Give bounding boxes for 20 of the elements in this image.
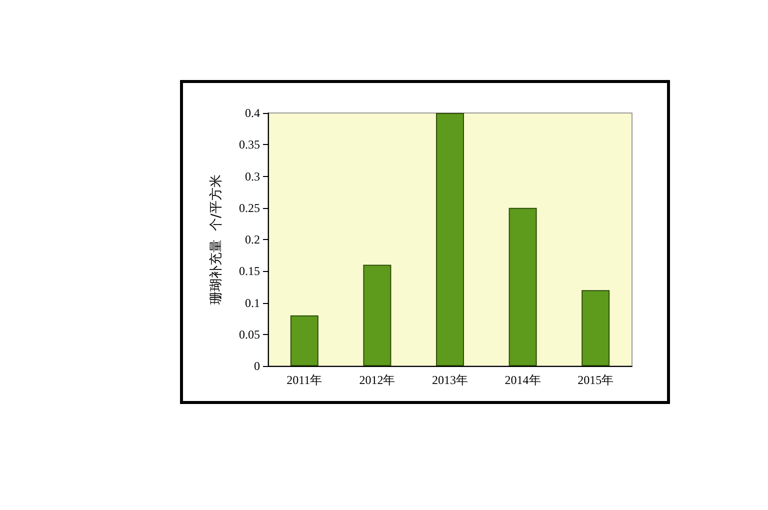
y-tick-label: 0.2	[245, 232, 260, 246]
bar	[508, 208, 537, 366]
x-tick-label: 2012年	[359, 373, 396, 387]
bar	[436, 113, 464, 366]
bar	[582, 290, 610, 366]
x-tick-label: 2013年	[432, 373, 468, 387]
x-tick-label: 2011年	[286, 373, 322, 387]
y-tick-label: 0	[254, 359, 260, 373]
y-tick-label: 0.1	[245, 296, 260, 310]
y-tick-label: 0.15	[239, 264, 260, 278]
y-axis-title: 珊瑚补充量 个/平方米	[208, 174, 224, 304]
y-tick-label: 0.25	[239, 200, 260, 215]
y-tick-label: 0.35	[239, 138, 260, 152]
y-tick-label: 0.3	[245, 169, 260, 184]
y-tick-label: 0.4	[245, 106, 260, 120]
bar	[290, 315, 318, 366]
x-tick-label: 2015年	[578, 373, 614, 387]
x-tick-label: 2014年	[504, 373, 541, 387]
bar	[363, 264, 392, 366]
y-tick-label: 0.05	[239, 327, 260, 342]
